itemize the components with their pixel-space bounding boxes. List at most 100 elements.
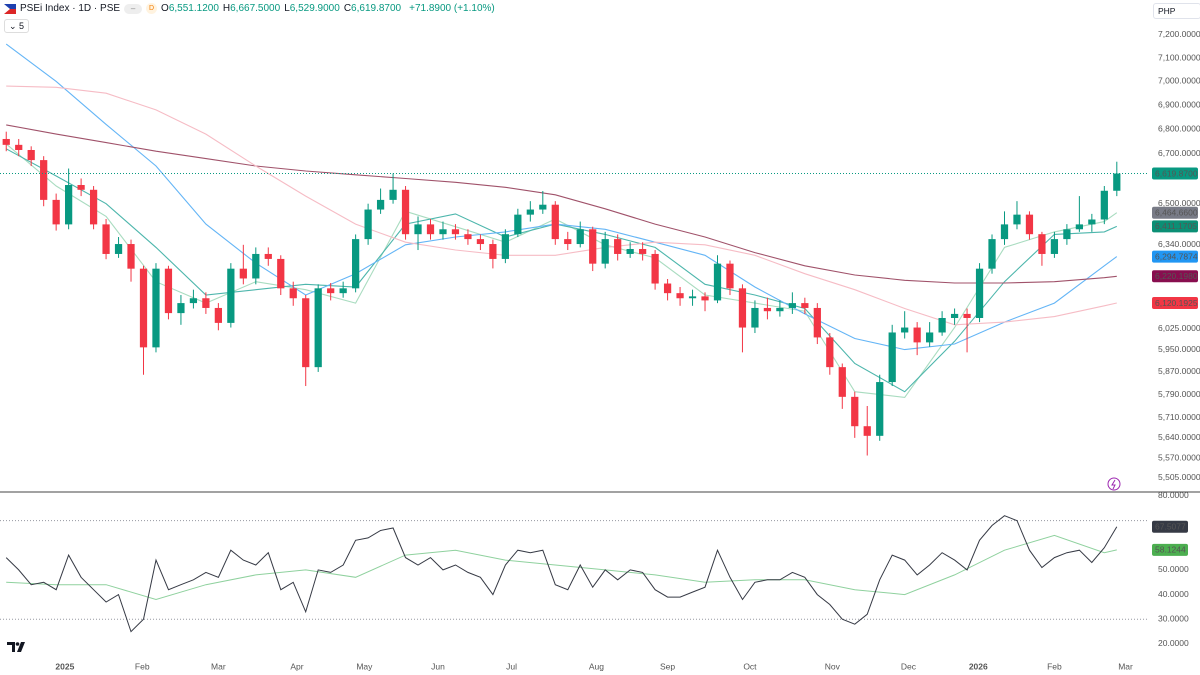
price-badge [1152,250,1198,263]
candle-body [364,209,372,240]
candle-body [89,189,98,225]
price-badge [1152,297,1198,310]
rsi-tick-label: 40.0000 [1158,589,1189,599]
candle-body [264,253,272,259]
candle-body [15,144,23,150]
candle-body [1050,239,1059,254]
candle-body [901,327,909,333]
candle-body [1000,224,1009,240]
collapse-pill[interactable]: ‒ [124,3,143,14]
candle-body [501,234,509,259]
logo [7,642,25,652]
candle-body [40,160,48,200]
x-tick-label: Dec [901,661,917,671]
ohlc-key: C [343,3,352,14]
candle-body [1088,219,1096,225]
x-tick-label: Jul [506,661,517,671]
candle-body [676,293,684,299]
candle-body [564,239,572,245]
candle-body [464,234,472,240]
y-tick-label: 6,700.0000 [1158,148,1200,158]
candle-body [539,204,547,210]
y-tick-label: 5,710.0000 [1158,412,1200,422]
y-tick-label: 5,790.0000 [1158,389,1200,399]
candle-body [1100,190,1108,220]
candle-body [651,253,659,284]
candle-body [327,288,335,294]
candle-body [751,307,759,328]
candle-body [726,263,734,289]
candle-body [289,288,297,299]
candle-body [189,298,198,304]
candle-body [614,239,622,254]
candle-body [314,288,322,368]
rsi-tick-label: 80.0000 [1158,490,1189,500]
price-badge-label: 6,120.1925 [1155,298,1198,308]
y-tick-label: 7,100.0000 [1158,52,1200,62]
rsi-tick-label: 20.0000 [1158,638,1189,648]
legend-header: PSEi Index · 1D · PSE ‒ D O6,551.1200 H6,… [4,3,495,14]
candle-body [77,185,85,190]
candle-body [589,229,597,264]
y-tick-label: 5,505.0000 [1158,472,1200,482]
candle-body [2,138,10,145]
y-tick-label: 6,900.0000 [1158,99,1200,109]
x-tick-label: Mar [1118,661,1133,671]
candle-body [713,263,722,301]
ohlc-value: 6,619.8700 [351,3,402,14]
candle-body [1038,234,1046,254]
candle-body [376,199,385,210]
currency[interactable]: PHP [1153,3,1200,19]
logo-dot [15,642,20,646]
price-badge [1152,270,1198,283]
price-badge [1152,167,1198,180]
candle-body [451,229,460,235]
y-tick-label: 5,870.0000 [1158,366,1200,376]
candle-body [389,189,397,200]
alert-icon [1107,477,1121,491]
symbol[interactable]: PSEi Index · 1D · PSE [20,3,121,14]
candle-body [863,426,871,436]
y-tick-label: 7,000.0000 [1158,76,1200,86]
candle-body [139,268,148,348]
y-tick-label: 6,025.0000 [1158,323,1200,333]
y-tick-label: 6,800.0000 [1158,123,1200,133]
indicators-toggle[interactable]: ⌄ 5 [4,19,30,33]
candle-body [851,396,859,427]
candle-body [302,298,310,368]
candle-body [476,239,485,245]
candle-body [813,307,821,338]
y-tick-label: 5,570.0000 [1158,453,1200,463]
x-tick-label: Sep [660,661,675,671]
candle-body [489,244,497,259]
candle-body [401,189,410,235]
candle-body [1025,214,1034,235]
candle-body [626,248,634,254]
candle-body [214,307,222,323]
y-tick-label: 6,500.0000 [1158,198,1200,208]
price-badge-label: 6,411.1705 [1155,221,1197,231]
change: +71.8900 (+1.10%) [409,3,495,14]
x-tick-label: Aug [589,661,604,671]
candle-body [963,313,971,318]
rsi-line [5,515,1118,633]
price-badge-label: 6,294.7874 [1155,251,1198,261]
x-tick-label: May [356,661,373,671]
candle-body [526,209,534,215]
y-tick-label: 7,200.0000 [1158,29,1200,39]
moving-average-line [5,143,1118,398]
candle-body [1075,224,1083,230]
candle-body [127,244,135,269]
moving-average-line [6,124,1117,284]
candle-body [52,199,60,225]
x-tick-label: Feb [135,661,150,671]
candle-body [838,367,846,397]
price-badge-label: 6,220.1980 [1155,271,1198,281]
moving-average-line [6,85,1117,326]
rsi-badge-label: 67.5077 [1155,522,1186,532]
ohlc: O6,551.1200 H6,667.5000 L6,529.9000 C6,619.… [161,3,405,14]
candle-body [888,332,896,383]
candle-body [339,288,347,294]
